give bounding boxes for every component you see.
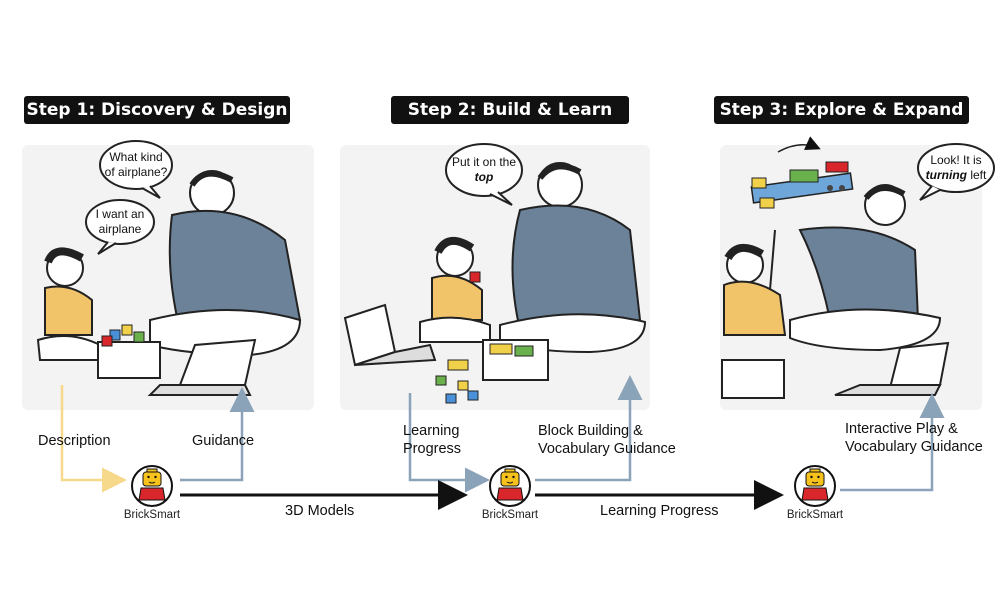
bubble-2-text: Put it on the [451,155,517,169]
speech-bubble-3: Look! It is turning left [919,153,993,183]
block-building-label-1: Block Building & [538,423,643,439]
speech-bubble-parent-1: What kind of airplane? [104,150,168,179]
step-2-title: Step 2: Build & Learn [391,96,629,124]
bricksmart-avatar-2 [489,465,531,507]
bricksmart-label-3: BrickSmart [786,509,844,521]
interactive-play-label-1: Interactive Play & [845,421,958,437]
models-3d-label: 3D Models [285,503,355,519]
speech-bubble-2: Put it on the top [450,155,518,185]
speech-bubble-child-1: I want an airplane [95,207,145,236]
bubble-2-emphasis: top [474,170,494,184]
learning-progress-label-2: Progress [403,441,462,457]
bubble-3-text: Look! It is [930,153,982,167]
learning-progress-line-label: Learning Progress [600,503,719,519]
description-label: Description [38,433,111,449]
block-building-arrow [535,375,643,482]
bubble-3-emphasis: turning [925,168,967,182]
interactive-play-label-2: Vocabulary Guidance [845,439,983,455]
guidance-arrow [180,387,255,482]
scene-1-illustration [22,140,314,410]
scene-2-illustration [340,143,650,410]
scene-3-illustration [720,136,995,410]
guidance-label: Guidance [192,433,255,449]
bricksmart-label-1: BrickSmart [123,509,181,521]
bricksmart-avatar-3 [794,465,836,507]
block-building-label-2: Vocabulary Guidance [538,441,676,457]
interactive-play-arrow [840,393,945,492]
bricksmart-label-2: BrickSmart [481,509,539,521]
step-3-title: Step 3: Explore & Expand [714,96,969,124]
bubble-3-text-end: left [966,168,987,182]
step-1-title: Step 1: Discovery & Design [24,96,290,124]
description-arrow [60,385,127,493]
learning-progress-label-1: Learning [403,423,460,439]
bricksmart-avatar-1 [131,465,173,507]
